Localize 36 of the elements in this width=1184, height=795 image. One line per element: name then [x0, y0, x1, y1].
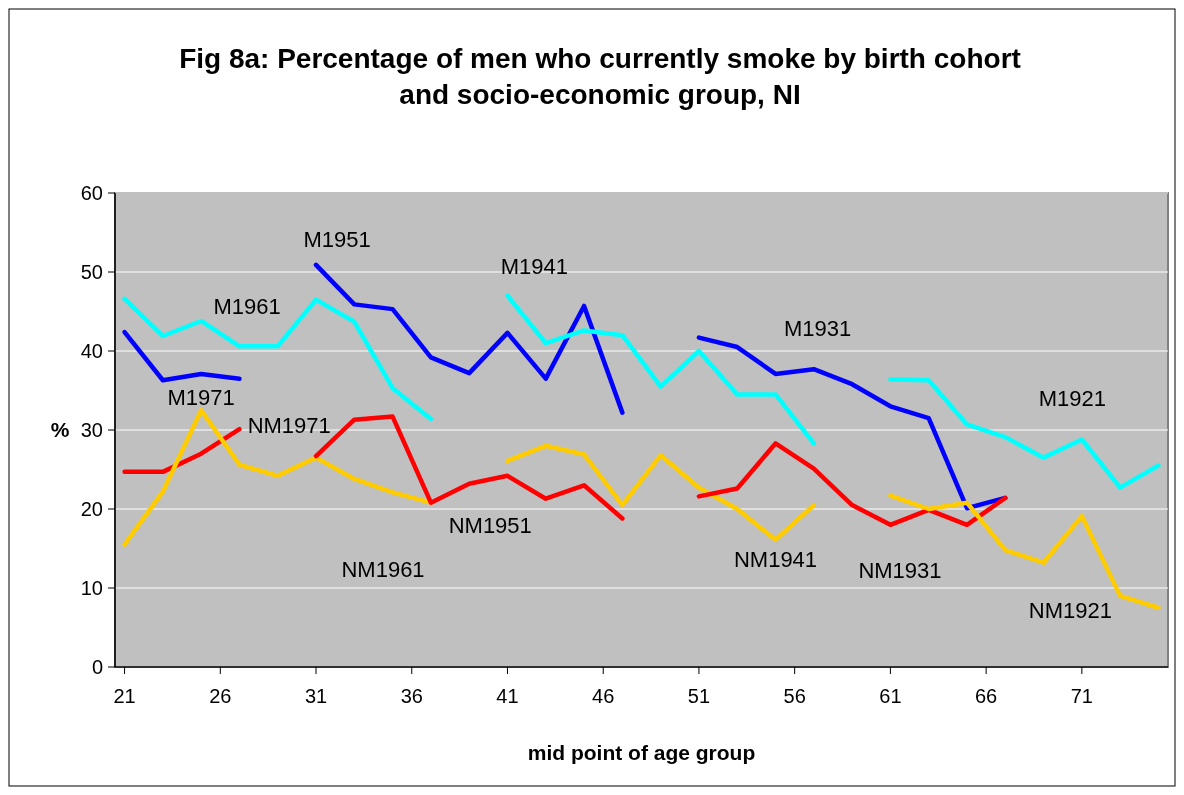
x-tick-label: 61 — [879, 685, 902, 707]
series-label: NM1931 — [858, 558, 942, 584]
series-label: M1951 — [303, 226, 371, 252]
series-label: M1961 — [213, 293, 281, 319]
series-label: NM1951 — [448, 513, 532, 539]
series-label: NM1921 — [1028, 597, 1112, 623]
text: NM1961 — [341, 556, 425, 582]
y-tick-label: 20 — [80, 498, 103, 520]
series-label: M1921 — [1038, 386, 1106, 412]
y-tick-label: 50 — [80, 261, 103, 283]
series-label: M1931 — [784, 315, 852, 341]
x-tick-label: 71 — [1070, 685, 1093, 707]
y-tick-label: 60 — [80, 182, 103, 204]
x-tick-label: 66 — [974, 685, 998, 707]
line-series — [888, 377, 1161, 490]
series-label: M1941 — [500, 254, 568, 280]
x-tick-label: 31 — [304, 685, 328, 707]
x-tick-label: 56 — [783, 685, 806, 707]
y-axis-title: % — [50, 418, 70, 441]
y-tick-label: 30 — [80, 419, 103, 441]
x-tick-label: 26 — [209, 685, 232, 707]
series-label: NM1941 — [733, 547, 818, 573]
x-axis-title: mid point of age group — [527, 741, 756, 764]
x-tick-label: 21 — [113, 685, 136, 707]
x-tick-label: 46 — [592, 685, 615, 707]
x-tick-label: 51 — [687, 685, 711, 707]
series-label: NM1971 — [247, 412, 331, 438]
x-tick-label: 36 — [400, 685, 423, 707]
y-tick-label: 10 — [80, 577, 103, 599]
chart-title: Fig 8a: Percentage of men who currently smoke by birth cohort and socio-economic group, NI — [179, 43, 1021, 110]
line-series — [696, 441, 1008, 528]
y-tick-label: 40 — [80, 340, 103, 362]
y-tick-label: 0 — [91, 656, 103, 678]
series-label: M1971 — [167, 385, 235, 411]
line-series — [122, 329, 242, 383]
x-tick-label: 41 — [496, 685, 519, 707]
